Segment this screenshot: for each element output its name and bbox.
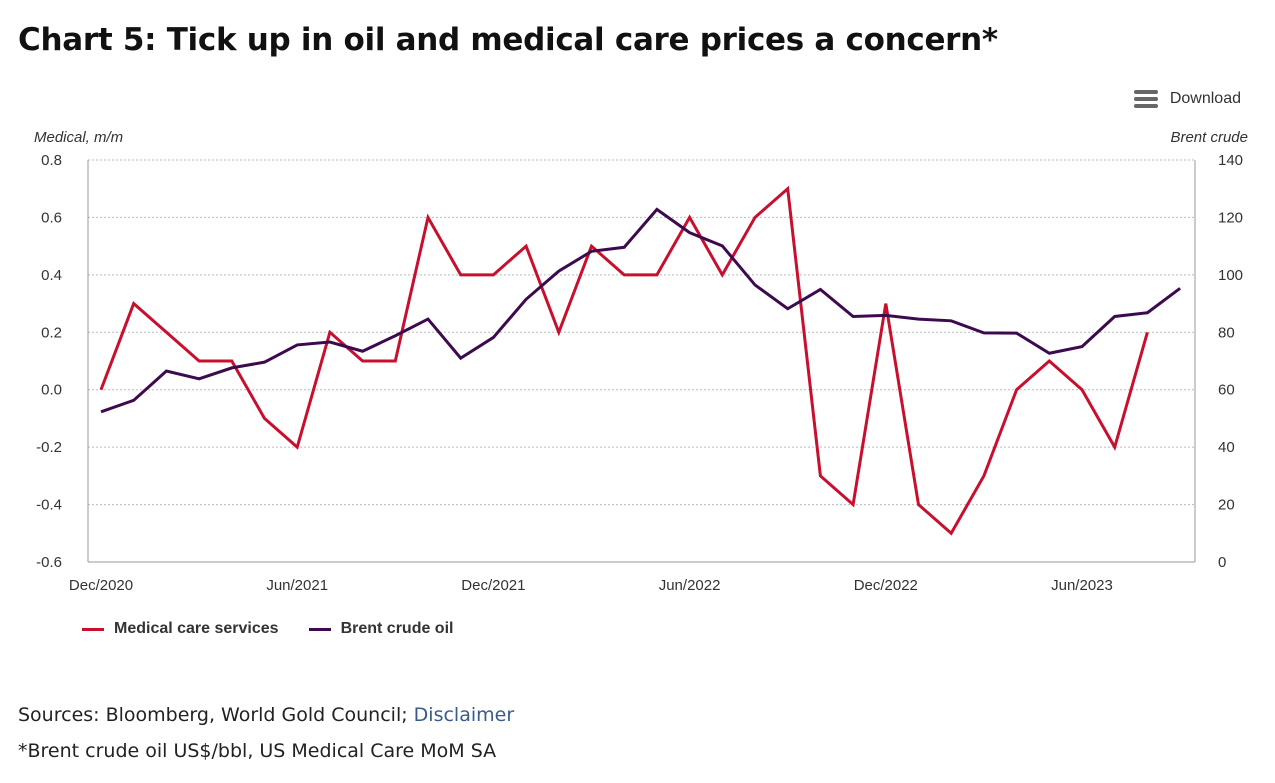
download-label: Download xyxy=(1169,90,1241,107)
y2-tick-label: 20 xyxy=(1218,497,1235,514)
legend-swatch-medical xyxy=(82,627,104,631)
disclaimer-link[interactable]: Disclaimer xyxy=(413,704,515,726)
y2-tick-label: 40 xyxy=(1218,439,1235,456)
line-chart: Medical, m/m Brent crude 0.8 140 0.6 120 0.4… xyxy=(34,129,1248,594)
y-tick-label: -0.4 xyxy=(36,497,62,514)
x-tick-label: Jun/2022 xyxy=(659,577,721,594)
y-tick-label: 0.6 xyxy=(41,209,62,226)
medical-series-line xyxy=(99,185,1149,536)
brent-series-line xyxy=(100,207,1181,414)
x-tick-label: Jun/2023 xyxy=(1051,577,1113,594)
download-button[interactable]: Download xyxy=(1133,90,1241,108)
x-tick-label: Dec/2022 xyxy=(854,577,918,594)
y2-tick-label: 100 xyxy=(1218,267,1243,284)
menu-icon xyxy=(1133,90,1158,108)
legend: Medical care services Brent crude oil xyxy=(82,620,453,638)
y-tick-label: 0.2 xyxy=(41,324,62,341)
y-tick-label: 0.8 xyxy=(41,152,62,169)
legend-swatch-brent xyxy=(308,627,331,631)
y2-tick-label: 80 xyxy=(1218,324,1235,341)
legend-label-brent: Brent crude oil xyxy=(340,620,454,637)
sources-line: Sources: Bloomberg, World Gold Council; … xyxy=(18,704,514,726)
y2-tick-label: 0 xyxy=(1218,554,1226,571)
legend-label-medical: Medical care services xyxy=(114,620,279,637)
y-tick-label: -0.2 xyxy=(36,439,62,456)
chart-title: Chart 5: Tick up in oil and medical care… xyxy=(18,22,998,58)
x-tick-label: Dec/2021 xyxy=(461,577,525,594)
y2-tick-label: 60 xyxy=(1218,382,1235,399)
y2-tick-label: 120 xyxy=(1218,209,1243,226)
x-tick-label: Dec/2020 xyxy=(69,577,133,594)
y-tick-label: 0.4 xyxy=(41,267,62,284)
y-tick-label: -0.6 xyxy=(36,554,62,571)
y2-tick-label: 140 xyxy=(1218,152,1243,169)
y2-axis-label: Brent crude xyxy=(1170,129,1248,146)
sources-text: Sources: Bloomberg, World Gold Council; xyxy=(18,704,414,726)
y-tick-label: 0.0 xyxy=(41,382,62,399)
legend-item-brent[interactable]: Brent crude oil xyxy=(308,620,454,638)
y-axis-label: Medical, m/m xyxy=(34,129,123,146)
footnote: *Brent crude oil US$/bbl, US Medical Car… xyxy=(18,740,497,762)
legend-item-medical[interactable]: Medical care services xyxy=(82,620,279,638)
x-tick-label: Jun/2021 xyxy=(266,577,328,594)
